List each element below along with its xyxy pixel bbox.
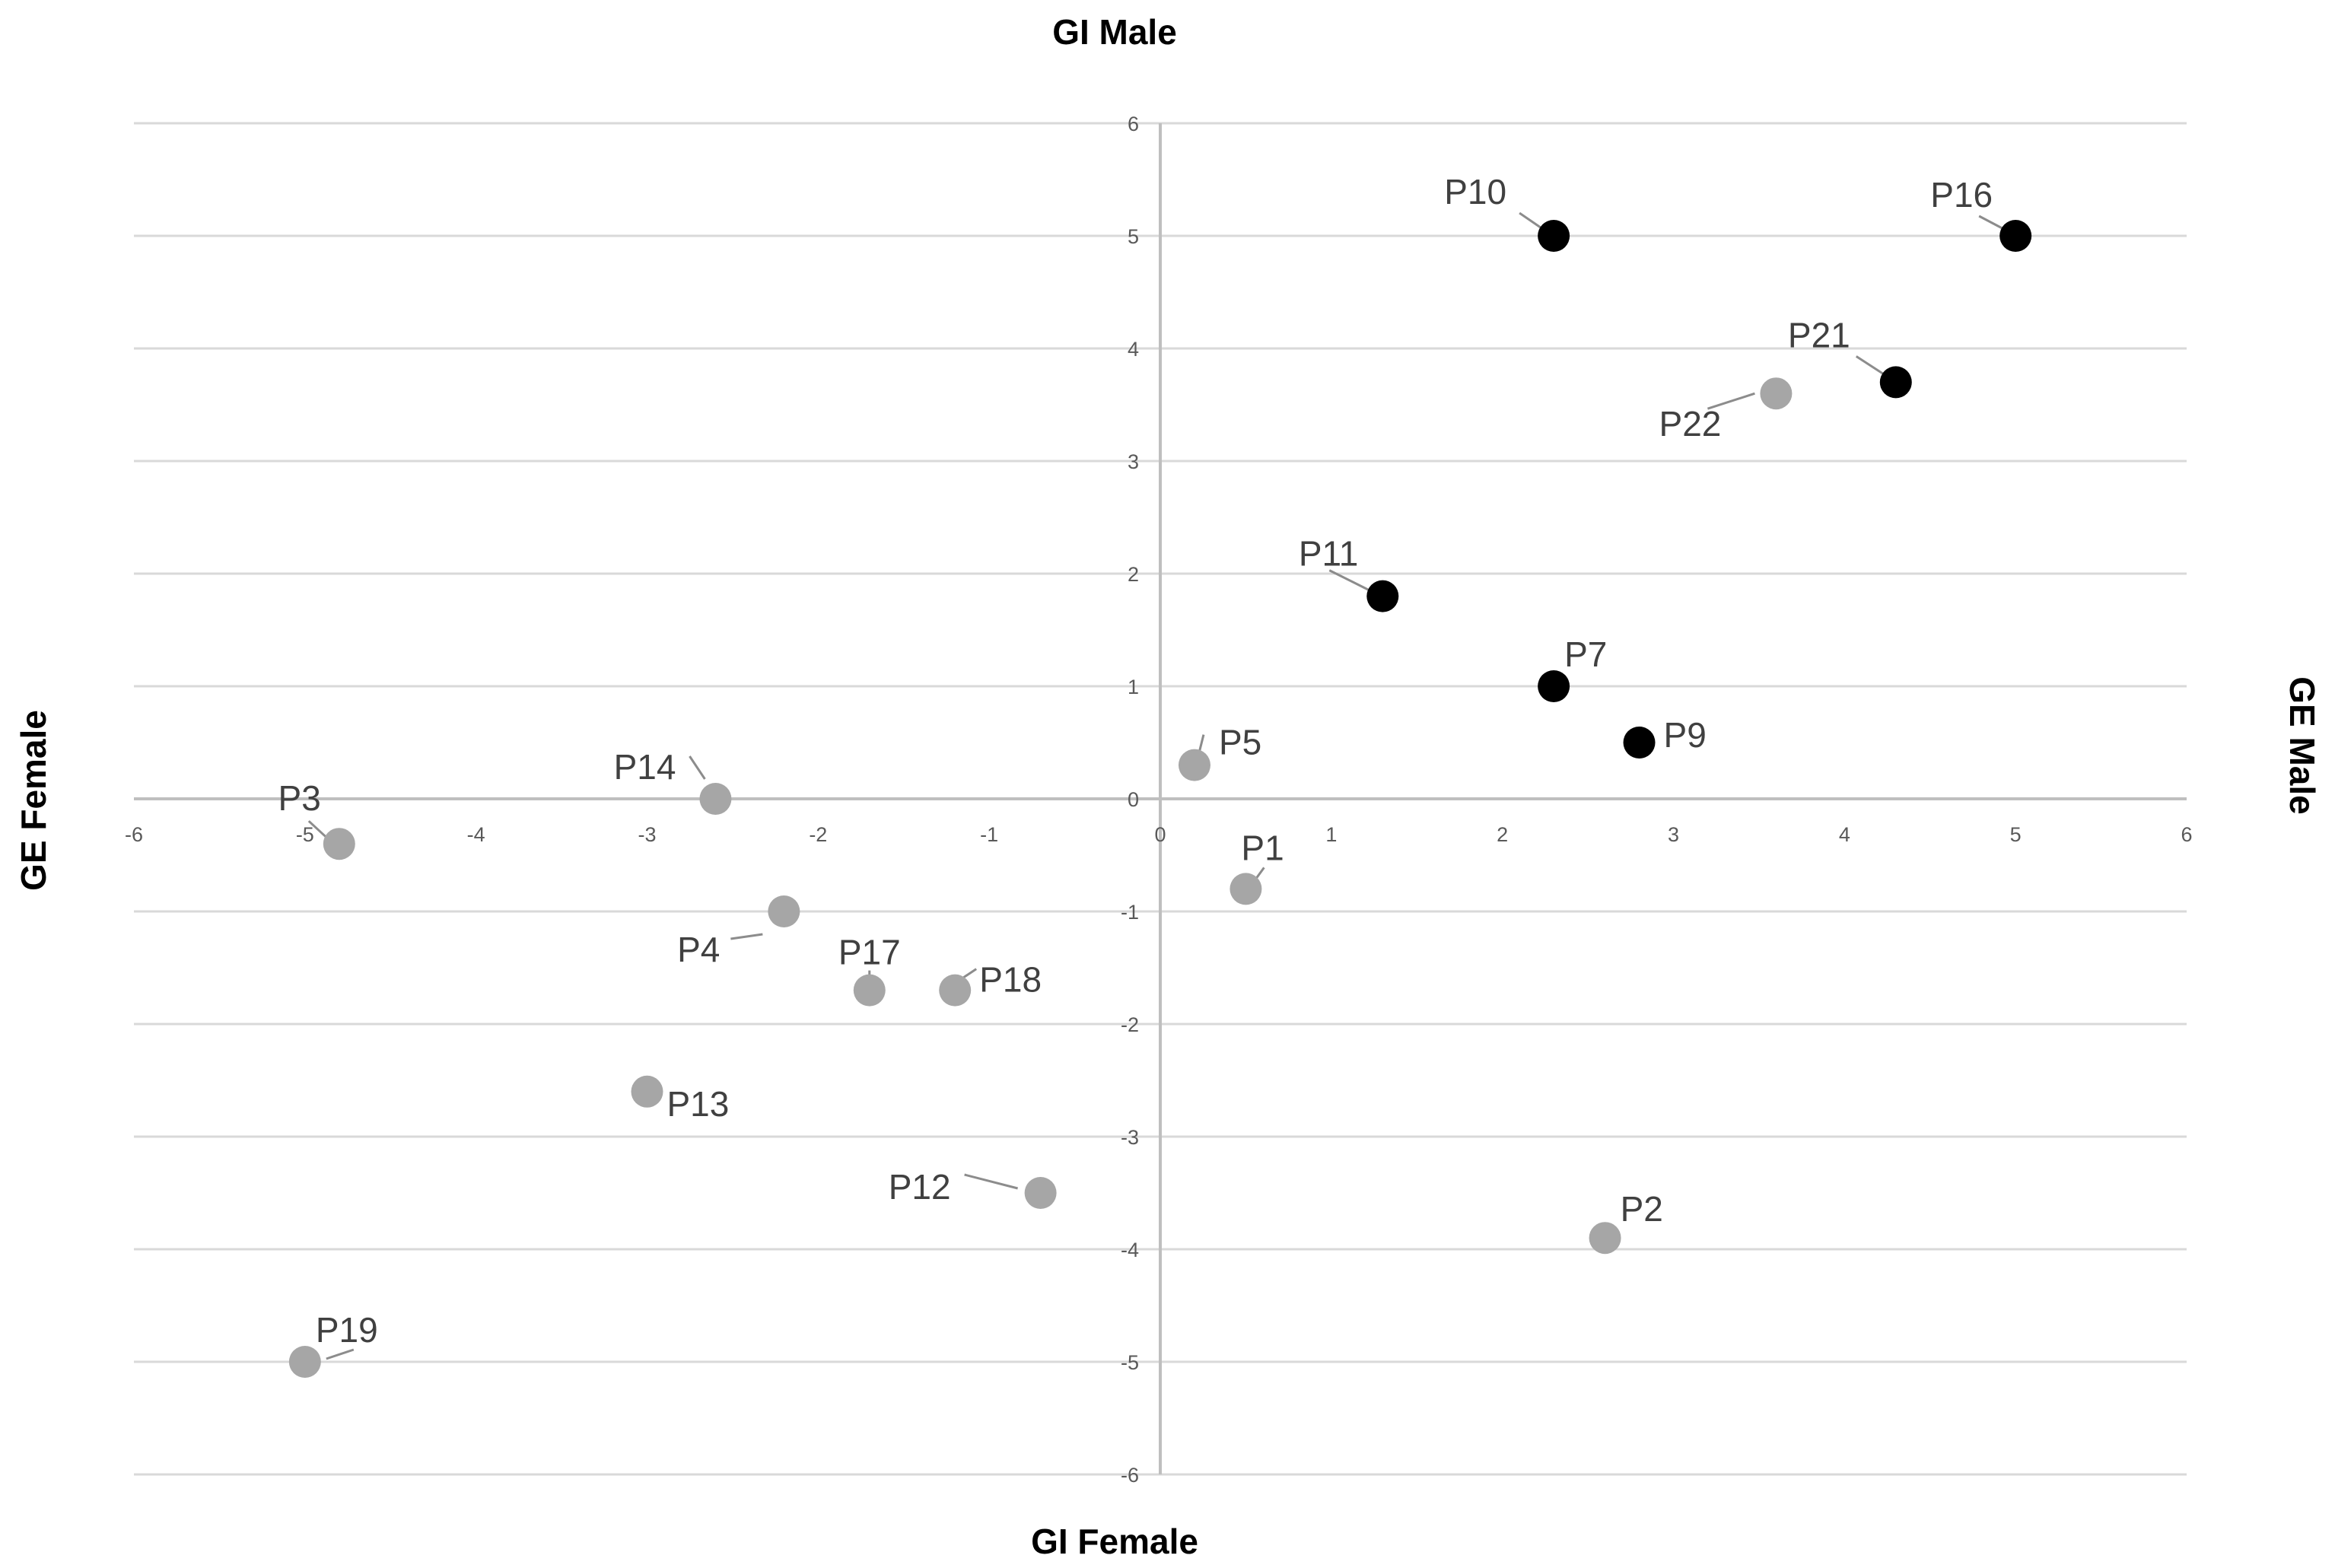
x-tick-label: -1	[980, 823, 998, 846]
x-tick-label: 5	[2010, 823, 2022, 846]
point-label-p4: P4	[677, 930, 720, 969]
point-label-p16: P16	[1930, 175, 1993, 215]
point-label-p5: P5	[1219, 723, 1261, 762]
point-p14	[699, 783, 732, 815]
point-p11	[1366, 580, 1399, 612]
y-tick-label: 3	[1128, 450, 1139, 473]
x-tick-label: 2	[1497, 823, 1508, 846]
y-tick-label: 1	[1128, 676, 1139, 698]
leader-line-p12	[964, 1173, 1018, 1190]
leader-line-p14	[689, 755, 706, 780]
x-tick-label: -5	[296, 823, 314, 846]
point-p7	[1538, 670, 1570, 702]
axes	[134, 123, 2187, 1474]
leader-line-p22	[1707, 392, 1755, 410]
point-p13	[631, 1075, 663, 1108]
x-tick-label: 3	[1668, 823, 1679, 846]
point-label-p9: P9	[1664, 715, 1707, 755]
x-tick-label: -3	[638, 823, 656, 846]
point-p19	[288, 1346, 321, 1378]
y-tick-label: -5	[1121, 1351, 1139, 1374]
leader-line-p4	[730, 933, 763, 940]
x-tick-label: -4	[467, 823, 485, 846]
x-tick-label: -2	[809, 823, 827, 846]
point-p18	[939, 974, 972, 1007]
point-p22	[1760, 377, 1793, 410]
point-p17	[853, 974, 886, 1007]
axis-title-right: GE Male	[2283, 676, 2322, 815]
point-p9	[1623, 727, 1656, 759]
y-tick-label: 2	[1128, 563, 1139, 586]
y-tick-label: 6	[1128, 113, 1139, 135]
point-p10	[1538, 220, 1570, 252]
leader-line-p19	[326, 1348, 355, 1360]
axis-title-top: GI Male	[1052, 12, 1177, 52]
point-label-p22: P22	[1659, 404, 1722, 444]
leader-line-p18	[962, 968, 978, 979]
point-p21	[1879, 366, 1912, 399]
x-tick-label: 1	[1325, 823, 1337, 846]
y-tick-label: -2	[1121, 1013, 1139, 1036]
point-label-p11: P11	[1299, 534, 1358, 574]
y-tick-label: -4	[1121, 1239, 1139, 1261]
point-p3	[323, 828, 355, 860]
x-tick-label: 0	[1154, 823, 1166, 846]
point-p1	[1230, 873, 1262, 905]
x-tick-label: 4	[1839, 823, 1850, 846]
data-points	[288, 220, 2032, 1378]
point-label-p3: P3	[278, 778, 321, 818]
axis-title-left: GE Female	[14, 710, 53, 891]
y-tick-label: 5	[1128, 225, 1139, 248]
y-tick-label: 0	[1128, 788, 1139, 811]
point-label-p21: P21	[1788, 315, 1850, 355]
point-label-p12: P12	[889, 1167, 951, 1207]
point-p4	[768, 895, 800, 927]
y-tick-label: 4	[1128, 338, 1139, 361]
point-label-p1: P1	[1241, 828, 1284, 867]
point-p16	[1999, 220, 2032, 252]
leader-line-p11	[1328, 569, 1373, 593]
point-label-p19: P19	[316, 1310, 378, 1350]
point-label-p7: P7	[1564, 635, 1607, 674]
label-leader-lines	[307, 212, 2009, 1360]
point-label-p2: P2	[1621, 1189, 1663, 1229]
y-tick-label: -3	[1121, 1126, 1139, 1149]
point-label-p10: P10	[1444, 172, 1506, 212]
point-label-p18: P18	[979, 960, 1042, 1000]
axis-title-bottom: GI Female	[1031, 1522, 1198, 1561]
point-label-p17: P17	[838, 933, 901, 972]
point-p12	[1024, 1177, 1057, 1209]
y-tick-label: -1	[1121, 901, 1139, 924]
point-label-p13: P13	[667, 1084, 730, 1124]
point-p5	[1178, 749, 1210, 781]
point-label-p14: P14	[614, 747, 676, 787]
leader-line-p5	[1198, 734, 1205, 753]
x-tick-label: 6	[2181, 823, 2192, 846]
point-p2	[1589, 1222, 1621, 1255]
leader-line-p21	[1855, 355, 1888, 377]
y-tick-label: -6	[1121, 1464, 1139, 1487]
y-tick-labels: 6 5 4 3 2 1 0 -1 -2 -3 -4 -5 -6	[1121, 113, 1139, 1487]
x-tick-label: -6	[125, 823, 143, 846]
x-tick-labels: -6 -5 -4 -3 -2 -1 0 1 2 3 4 5 6	[125, 823, 2193, 846]
